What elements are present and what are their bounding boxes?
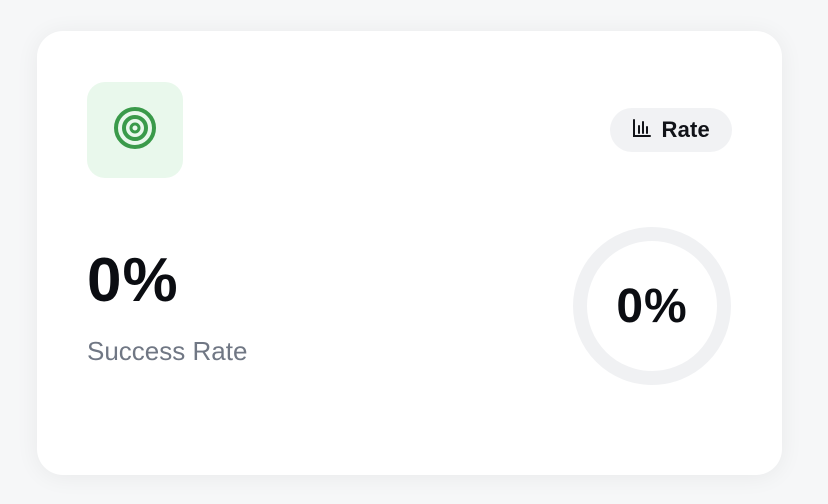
success-rate-caption: Success Rate	[87, 336, 248, 366]
success-rate-value: 0%	[87, 246, 179, 315]
target-icon-tile	[87, 82, 183, 178]
target-icon	[113, 106, 157, 155]
success-rate-card: Rate 0% Success Rate 0%	[37, 31, 782, 475]
rate-chip[interactable]: Rate	[609, 108, 732, 152]
bar-chart-icon	[632, 118, 652, 143]
progress-ring-track	[573, 227, 731, 385]
progress-ring-label: 0%	[616, 279, 688, 333]
progress-ring: 0%	[571, 225, 733, 387]
rate-chip-label: Rate	[661, 117, 710, 142]
